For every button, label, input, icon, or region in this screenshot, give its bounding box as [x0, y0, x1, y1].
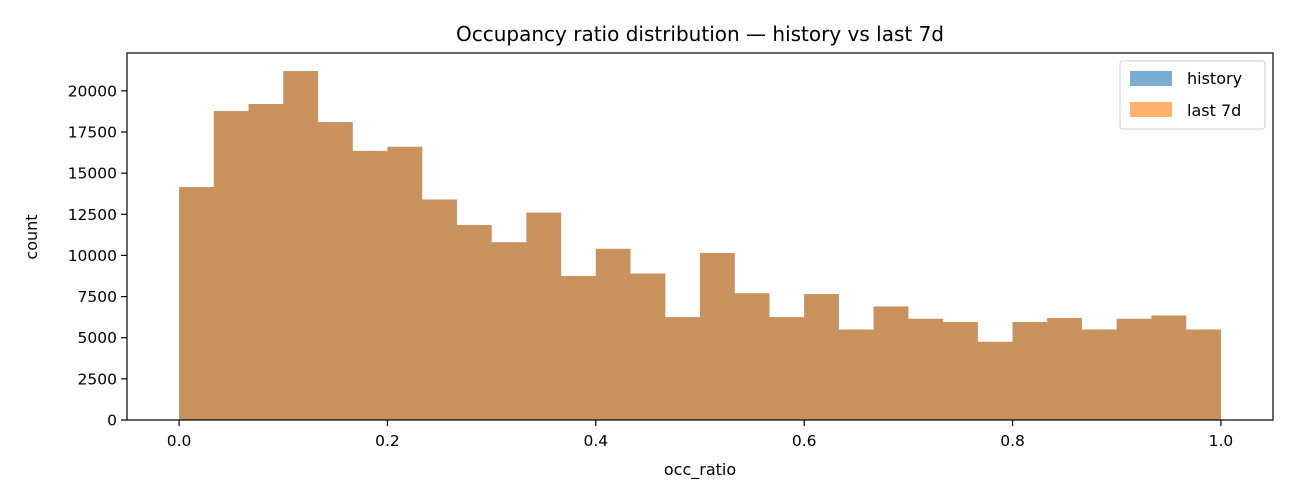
bar-last-7d-0 [179, 187, 214, 420]
chart-title: Occupancy ratio distribution — history v… [456, 22, 944, 46]
x-tick-label: 0.8 [1000, 432, 1025, 450]
bar-last-7d-21 [908, 318, 944, 420]
y-tick-label: 15000 [68, 165, 117, 183]
bar-last-7d-18 [804, 294, 839, 420]
bar-last-7d-7 [422, 199, 457, 420]
y-tick-label: 5000 [78, 329, 117, 347]
legend-label-last-7d: last 7d [1187, 101, 1241, 120]
bar-last-7d-20 [873, 306, 909, 420]
bar-last-7d-2 [248, 104, 284, 420]
x-tick-label: 0.6 [792, 432, 817, 450]
y-tick-label: 17500 [68, 123, 117, 141]
bar-last-7d-10 [526, 212, 562, 420]
x-tick-label: 0.0 [167, 432, 192, 450]
bar-last-7d-25 [1047, 317, 1082, 420]
bar-last-7d-6 [387, 146, 423, 420]
legend-label-history: history [1187, 69, 1242, 88]
bar-last-7d-13 [630, 273, 666, 420]
y-tick-label: 0 [107, 412, 117, 430]
bar-last-7d-28 [1151, 315, 1187, 420]
legend: history last 7d [1119, 60, 1266, 130]
y-tick-label: 10000 [68, 247, 117, 265]
y-tick-label: 20000 [68, 82, 117, 100]
bar-last-7d-29 [1186, 329, 1221, 420]
bar-last-7d-15 [700, 252, 735, 420]
y-tick-label: 2500 [78, 370, 117, 388]
bar-last-7d-27 [1116, 318, 1152, 420]
bar-last-7d-5 [352, 150, 388, 421]
bar-last-7d-26 [1082, 329, 1117, 420]
bar-last-7d-9 [491, 242, 527, 420]
bar-last-7d-3 [283, 71, 318, 420]
bars-layer [179, 71, 1221, 421]
x-tick-label: 1.0 [1209, 432, 1234, 450]
bar-last-7d-22 [943, 322, 978, 420]
y-tick-label: 7500 [78, 288, 117, 306]
bar-last-7d-24 [1012, 322, 1048, 420]
bar-last-7d-11 [561, 275, 596, 420]
legend-swatch-history [1130, 71, 1172, 86]
bar-last-7d-17 [769, 317, 805, 420]
y-tick-label: 12500 [68, 206, 117, 224]
bar-last-7d-19 [838, 329, 874, 420]
bar-last-7d-12 [595, 248, 631, 420]
plot-frame [126, 52, 1274, 421]
bar-last-7d-4 [318, 122, 353, 420]
bar-last-7d-1 [213, 111, 249, 421]
bar-last-7d-23 [977, 341, 1013, 420]
bar-last-7d-14 [665, 317, 700, 420]
bar-last-7d-16 [734, 293, 770, 420]
legend-swatch-last-7d [1130, 102, 1172, 117]
x-tick-label: 0.4 [583, 432, 608, 450]
y-axis-label: count [22, 214, 41, 259]
bar-last-7d-8 [456, 224, 492, 420]
x-tick-label: 0.2 [375, 432, 400, 450]
x-axis-label: occ_ratio [664, 460, 736, 480]
ticks-layer: 0.0 0.2 0.4 0.6 0.8 1.0 0 2500 5000 7500 10000 1250… [68, 82, 1234, 450]
